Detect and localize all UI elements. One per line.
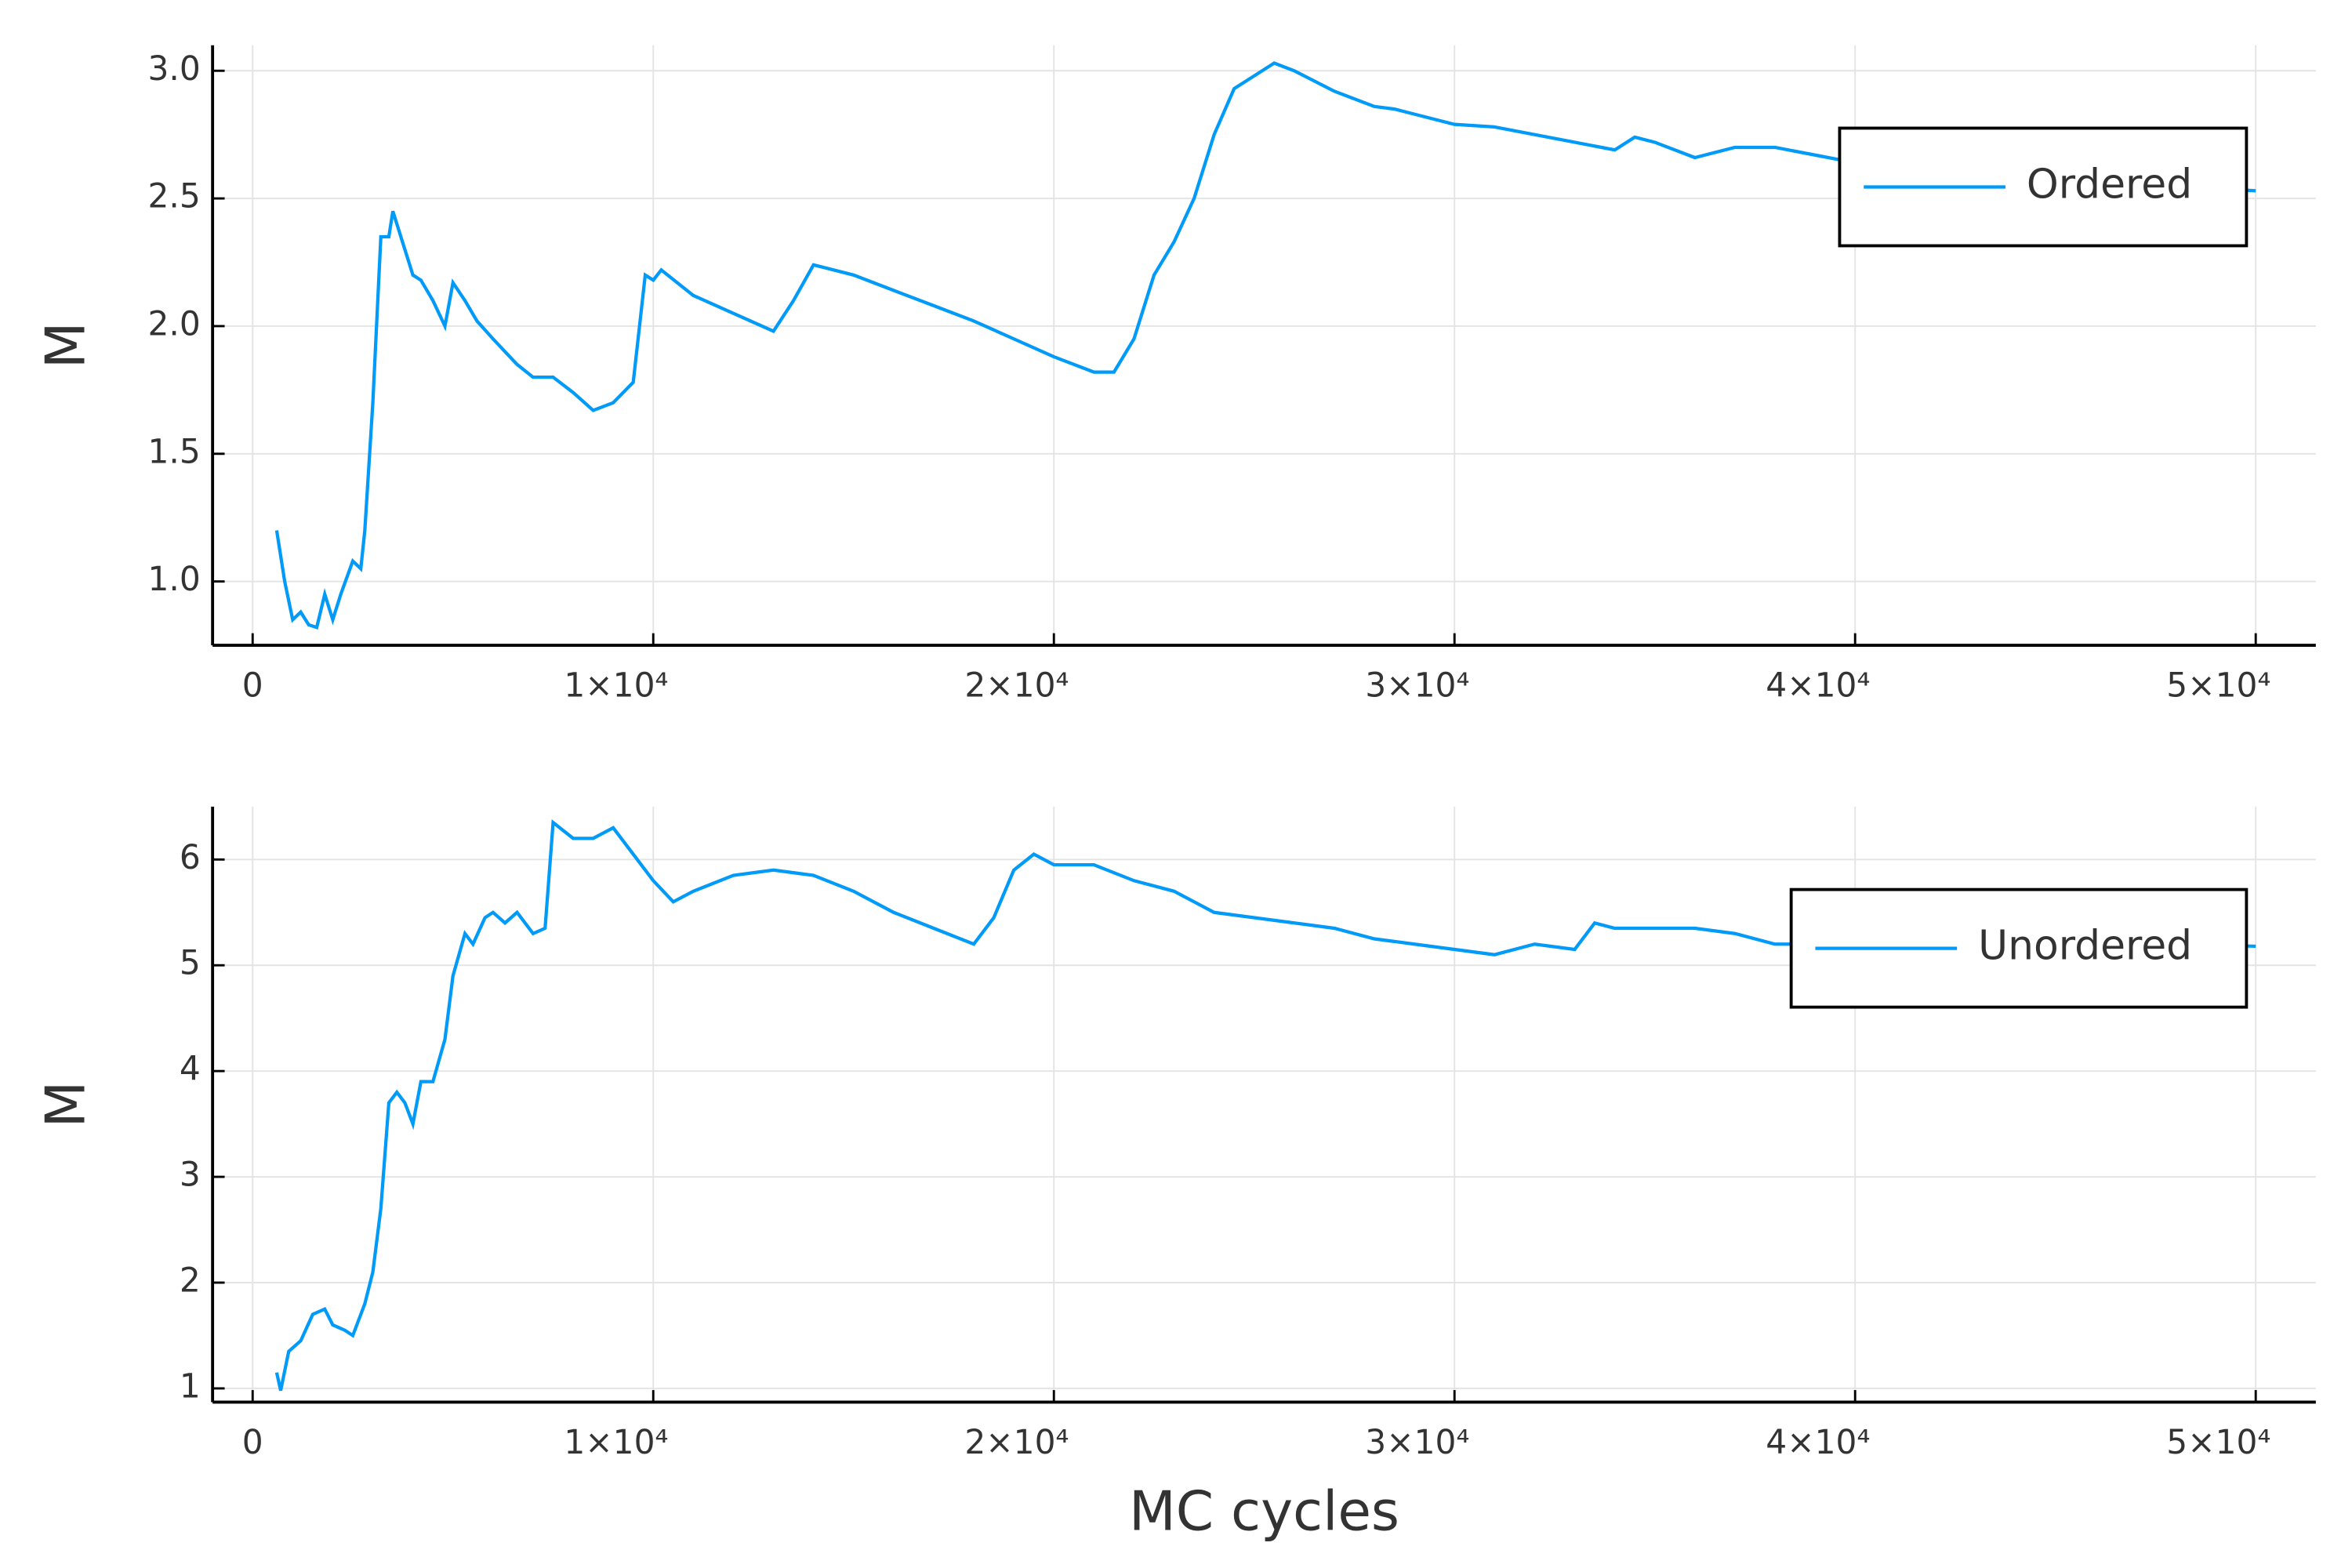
x-axis-label: MC cycles xyxy=(1129,1481,1399,1544)
x-tick-label: 1×10⁴ xyxy=(564,1423,668,1461)
legend-label: Ordered xyxy=(2027,161,2192,208)
x-tick-label: 3×10⁴ xyxy=(1365,666,1469,704)
y-tick-label: 2 xyxy=(180,1261,201,1299)
x-tick-label: 0 xyxy=(242,666,263,704)
y-tick-label: 3 xyxy=(180,1156,201,1194)
data-line xyxy=(274,818,2256,1392)
y-axis-label: M xyxy=(34,322,97,369)
y-tick-label: 4 xyxy=(180,1050,201,1088)
y-tick-label: 3.0 xyxy=(147,49,200,88)
y-tick-label: 1 xyxy=(180,1367,201,1405)
data-line xyxy=(274,61,2256,630)
x-tick-label: 5×10⁴ xyxy=(2166,1423,2270,1461)
legend-label: Unordered xyxy=(1978,923,2192,970)
legend: Ordered xyxy=(1838,126,2249,248)
x-tick-label: 0 xyxy=(242,1423,263,1461)
y-tick-label: 6 xyxy=(180,838,201,877)
x-tick-label: 2×10⁴ xyxy=(964,1423,1069,1461)
x-tick-label: 4×10⁴ xyxy=(1766,1423,1870,1461)
y-tick-label: 1.5 xyxy=(147,432,200,470)
y-tick-label: 5 xyxy=(180,944,201,982)
x-tick-label: 4×10⁴ xyxy=(1766,666,1870,704)
y-tick-label: 2.0 xyxy=(147,304,200,343)
y-axis-label: M xyxy=(34,1081,97,1128)
x-tick-label: 3×10⁴ xyxy=(1365,1423,1469,1461)
y-tick-label: 1.0 xyxy=(147,560,200,598)
y-tick-label: 2.5 xyxy=(147,177,200,216)
x-tick-label: 2×10⁴ xyxy=(964,666,1069,704)
legend: Unordered xyxy=(1789,887,2249,1009)
x-tick-label: 5×10⁴ xyxy=(2166,666,2270,704)
x-tick-label: 1×10⁴ xyxy=(564,666,668,704)
